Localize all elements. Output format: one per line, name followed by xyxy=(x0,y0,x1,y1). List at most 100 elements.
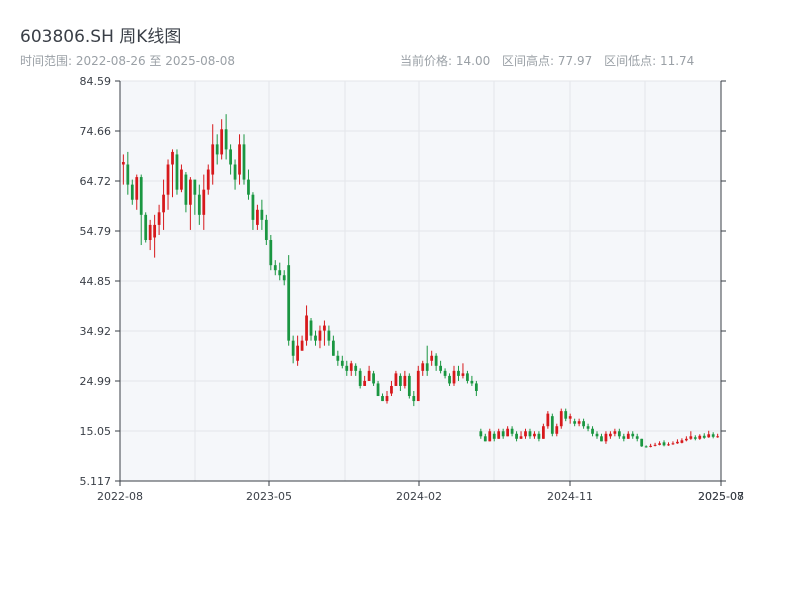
candle-body xyxy=(238,144,241,175)
candle xyxy=(492,431,496,442)
candle-body xyxy=(220,129,224,155)
candle-body xyxy=(653,444,657,446)
candle xyxy=(256,204,259,230)
candle xyxy=(327,325,331,346)
candle xyxy=(461,363,465,379)
candle xyxy=(323,320,326,346)
candle xyxy=(533,431,536,439)
candle-body xyxy=(680,440,684,443)
candle xyxy=(376,380,380,397)
candle xyxy=(559,408,563,429)
candle xyxy=(626,431,630,439)
candle xyxy=(309,318,313,341)
candle-body xyxy=(439,365,442,371)
candle-body xyxy=(412,396,416,402)
candle xyxy=(251,192,255,230)
candle xyxy=(282,270,286,286)
candle xyxy=(693,435,697,441)
candle xyxy=(305,305,308,346)
candle xyxy=(215,134,219,165)
candle xyxy=(121,154,125,185)
candle xyxy=(421,360,425,376)
candle xyxy=(399,373,402,391)
candle xyxy=(586,423,590,432)
candle xyxy=(689,431,693,440)
y-tick-label: 74.66 xyxy=(80,125,112,138)
candle-body xyxy=(510,428,514,434)
candle-body xyxy=(345,365,349,371)
candle xyxy=(287,255,291,346)
candle-body xyxy=(188,179,192,205)
candle xyxy=(291,335,295,364)
candle xyxy=(434,353,438,371)
candle xyxy=(716,433,720,438)
candle-body xyxy=(367,370,371,381)
candle xyxy=(546,411,550,429)
candle-body xyxy=(582,421,585,427)
candle xyxy=(550,413,554,437)
candle-body xyxy=(421,363,425,371)
candle-body xyxy=(206,169,210,190)
candle-body xyxy=(434,355,438,366)
candle xyxy=(653,442,657,447)
candle xyxy=(197,184,201,225)
candle xyxy=(452,365,456,386)
chart-title: 603806.SH 周K线图 xyxy=(20,27,182,47)
candle-body xyxy=(184,174,188,205)
candle xyxy=(130,179,134,205)
candle-body xyxy=(586,426,590,429)
candle-body xyxy=(381,396,384,402)
candle-body xyxy=(609,433,612,437)
candle-body xyxy=(716,436,720,438)
candle xyxy=(224,114,228,160)
candle xyxy=(698,434,702,440)
candle-body xyxy=(649,445,653,447)
candle-body xyxy=(193,179,197,195)
candle xyxy=(260,199,264,230)
candle xyxy=(474,380,478,397)
candle-body xyxy=(171,151,174,165)
candle-body xyxy=(309,320,313,336)
candle xyxy=(269,234,273,271)
candle-body xyxy=(448,375,451,384)
candle-body xyxy=(121,161,125,165)
candle-body xyxy=(452,370,456,384)
candle-body xyxy=(546,413,550,427)
candle xyxy=(180,164,183,193)
time-range-label: 时间范围: 2022-08-26 至 2025-08-08 xyxy=(20,54,235,68)
candle-body xyxy=(667,444,670,446)
candle-body xyxy=(483,436,487,442)
candle-body xyxy=(711,434,715,437)
y-tick-label: 15.05 xyxy=(80,425,112,438)
candle-body xyxy=(305,315,308,341)
candle xyxy=(144,212,148,243)
candle-body xyxy=(515,433,518,439)
candle-body xyxy=(425,363,429,371)
candle xyxy=(278,262,282,281)
candle xyxy=(367,365,371,381)
candle-body xyxy=(698,435,702,439)
candle-body xyxy=(291,340,295,356)
candle xyxy=(403,370,407,389)
candle xyxy=(684,436,688,442)
candle xyxy=(416,365,420,402)
candle-body xyxy=(519,436,523,439)
candle-body xyxy=(689,436,693,439)
candle-body xyxy=(318,330,322,341)
candle-body xyxy=(497,431,501,439)
candle-body xyxy=(166,164,170,195)
candle xyxy=(296,335,300,366)
y-tick-label: 24.99 xyxy=(80,375,112,388)
candle xyxy=(153,214,157,258)
candle-body xyxy=(126,164,130,185)
candle xyxy=(412,390,416,407)
y-tick-label: 54.79 xyxy=(80,225,112,238)
y-tick-label: 64.72 xyxy=(80,175,112,188)
candle xyxy=(644,445,648,448)
candle xyxy=(193,179,197,215)
candle-body xyxy=(658,443,661,445)
candle-body xyxy=(180,169,183,190)
candle-body xyxy=(702,435,706,438)
candle xyxy=(340,355,344,369)
